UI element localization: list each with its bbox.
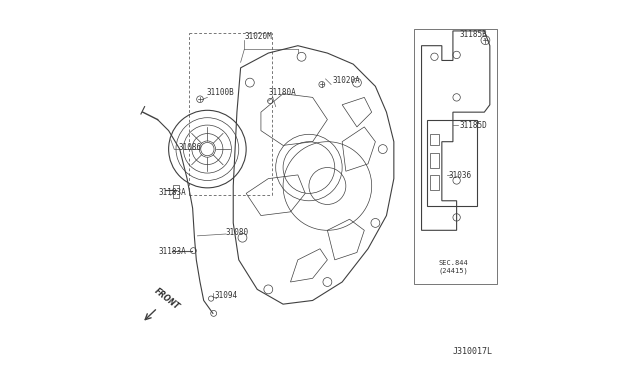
Text: J310017L: J310017L — [452, 347, 493, 356]
Bar — [429, 134, 439, 145]
Text: SEC.844
(24415): SEC.844 (24415) — [438, 260, 468, 274]
Text: 31080: 31080 — [226, 228, 249, 237]
Text: 31180A: 31180A — [268, 89, 296, 97]
Text: 31086: 31086 — [179, 143, 202, 152]
Bar — [429, 153, 439, 167]
Text: 31100B: 31100B — [206, 89, 234, 97]
Bar — [429, 175, 439, 190]
Text: 31185B: 31185B — [460, 30, 487, 39]
Text: 31183A: 31183A — [158, 247, 186, 256]
Circle shape — [201, 142, 214, 156]
Bar — [173, 185, 179, 198]
Text: 31020M: 31020M — [244, 32, 272, 41]
Text: 31183A: 31183A — [158, 188, 186, 197]
Bar — [427, 119, 477, 206]
Text: 31036: 31036 — [449, 171, 472, 180]
Text: 31094: 31094 — [215, 291, 238, 300]
Bar — [414, 29, 497, 284]
Text: FRONT: FRONT — [153, 286, 182, 312]
Text: 31185D: 31185D — [460, 121, 487, 129]
Text: 31020A: 31020A — [333, 76, 361, 85]
